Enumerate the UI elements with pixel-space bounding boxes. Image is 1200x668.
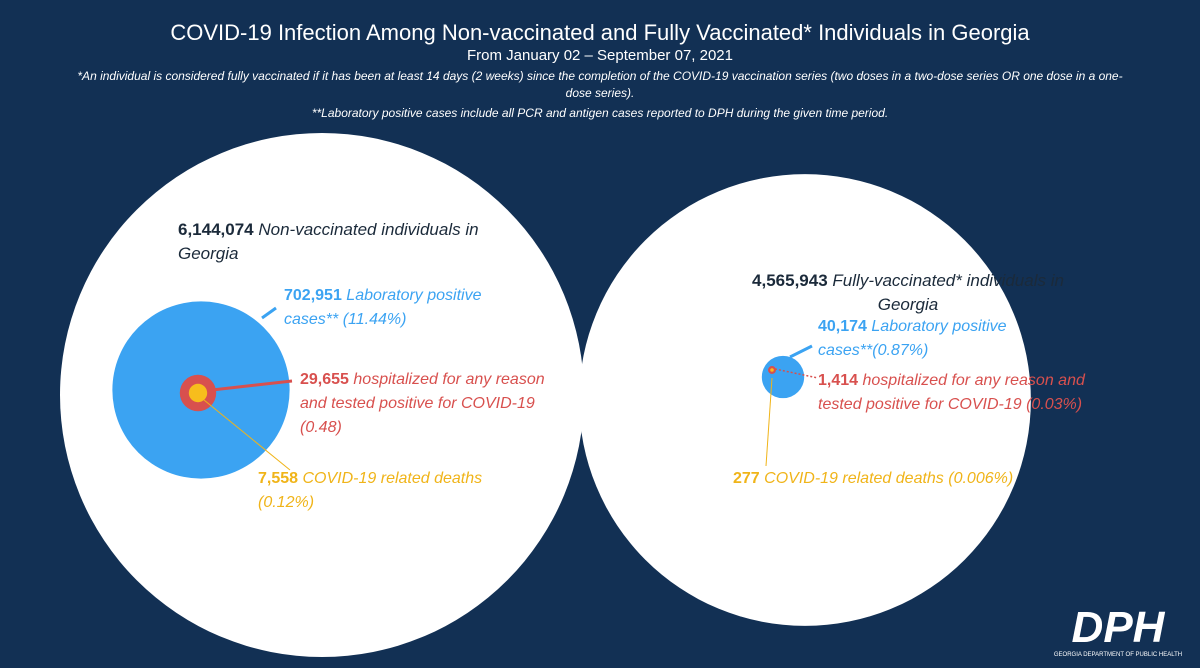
text: hospitalized for any reason and tested p… (300, 371, 545, 436)
number: 7,558 (258, 470, 299, 487)
logo-mark: DPH (1072, 603, 1166, 652)
leader (203, 399, 291, 471)
number: 29,655 (300, 371, 349, 388)
logo: DPH GEORGIA DEPARTMENT OF PUBLIC HEALTH (1054, 603, 1182, 658)
population-label: 6,144,074 Non-vaccinated individuals in … (178, 218, 508, 266)
number: 6,144,074 (178, 220, 254, 239)
number: 702,951 (284, 287, 342, 304)
text: COVID-19 related deaths (0.006%) (764, 470, 1014, 487)
circle (579, 174, 1031, 626)
text: Non-vaccinated individuals in Georgia (178, 220, 479, 263)
number: 277 (733, 470, 760, 487)
note: *An individual is considered fully vacci… (77, 69, 1123, 100)
cases-label: 40,174 Laboratory positive cases**(0.87%… (818, 315, 1048, 363)
deaths-label: 277 COVID-19 related deaths (0.006%) (733, 467, 1063, 491)
hospitalized-label: 1,414 hospitalized for any reason and te… (818, 369, 1098, 417)
circle (770, 368, 774, 372)
population-label: 4,565,943 Fully-vaccinated* individuals … (728, 269, 1088, 317)
leader (765, 377, 773, 467)
text: hospitalized for any reason and tested p… (818, 372, 1085, 413)
subtitle: From January 02 – September 07, 2021 (467, 47, 733, 64)
number: 4,565,943 (752, 271, 828, 290)
title: COVID-19 Infection Among Non-vaccinated … (170, 20, 1030, 45)
cases-label: 702,951 Laboratory positive cases** (11.… (284, 284, 529, 332)
note: **Laboratory positive cases include all … (311, 106, 889, 120)
circles (60, 133, 1031, 657)
number: 1,414 (818, 372, 859, 389)
leader (211, 379, 293, 392)
text: COVID-19 related deaths (0.12%) (258, 470, 483, 511)
number: 40,174 (818, 318, 867, 335)
leaders (203, 306, 819, 471)
hospitalized-label: 29,655 hospitalized for any reason and t… (300, 368, 550, 440)
leader (789, 344, 813, 359)
circle (761, 355, 805, 399)
text: Fully-vaccinated* individuals in Georgia (832, 271, 1064, 314)
circle (188, 383, 208, 403)
deaths-label: 7,558 COVID-19 related deaths (0.12%) (258, 467, 518, 515)
leader (261, 306, 277, 320)
leader (774, 368, 819, 379)
logo-text: GEORGIA DEPARTMENT OF PUBLIC HEALTH (1054, 652, 1182, 658)
text: Laboratory positive cases** (11.44%) (284, 287, 482, 328)
circle (60, 133, 584, 657)
text: Laboratory positive cases**(0.87%) (818, 318, 1007, 359)
